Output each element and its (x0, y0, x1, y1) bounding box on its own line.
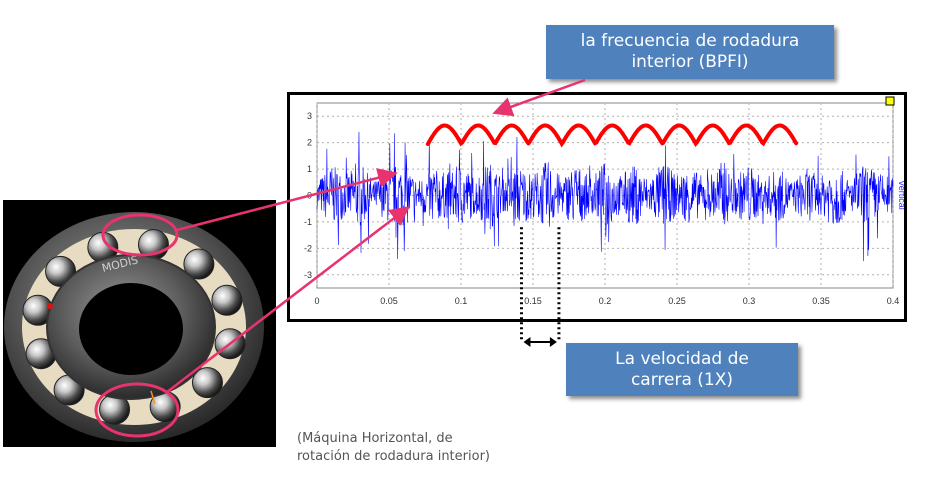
y-tick-label: -2 (304, 243, 312, 253)
y-tick-label: -1 (304, 217, 312, 227)
y-tick-label: -3 (304, 270, 312, 280)
caption: (Máquina Horizontal, de rotación de roda… (297, 430, 490, 466)
rolling-element (214, 328, 246, 360)
x-tick-label: 0.4 (887, 296, 900, 306)
x-tick-label: 0 (314, 296, 319, 306)
callout-bpfi-line2: interior (BPFI) (631, 52, 749, 72)
rolling-element (211, 284, 243, 316)
y-tick-label: 1 (307, 164, 312, 174)
bearing-photo: MODIS (3, 200, 276, 447)
chart-frame: 0 0.05 0.1 0.15 0.2 0.25 0.3 0.35 0.4 3 2 1 0 -1 -2 -3 V… (287, 92, 907, 322)
x-tick-label: 0.25 (668, 296, 686, 306)
x-tick-label: 0.15 (524, 296, 542, 306)
speed-arrowhead-right (549, 337, 557, 347)
callout-speed-line2: carrera (1X) (630, 369, 734, 390)
vibration-chart: 0 0.05 0.1 0.15 0.2 0.25 0.3 0.35 0.4 3 2 1 0 -1 -2 -3 V… (304, 96, 907, 306)
legend-marker (885, 96, 895, 106)
signal-line (316, 131, 894, 262)
series-label: Vertical (897, 180, 904, 210)
x-tick-label: 0.05 (380, 296, 398, 306)
caption-line2: rotación de rodadura interior) (297, 449, 490, 464)
y-tick-label: 3 (307, 111, 312, 121)
x-tick-label: 0.1 (455, 296, 468, 306)
caption-line1: (Máquina Horizontal, de (297, 431, 453, 446)
callout-running-speed: La velocidad de carrera (1X) (566, 343, 798, 396)
callout-bpfi: la frecuencia de rodadura interior (BPFI… (546, 25, 834, 79)
speed-arrowhead-left (523, 337, 531, 347)
x-tick-label: 0.35 (812, 296, 830, 306)
y-tick-label: 2 (307, 138, 312, 148)
x-tick-label: 0.2 (599, 296, 612, 306)
callout-bpfi-line1: la frecuencia de rodadura (580, 31, 800, 51)
bpfi-envelope (425, 123, 799, 148)
x-tick-label: 0.3 (743, 296, 756, 306)
callout-speed-line1: La velocidad de (615, 348, 749, 369)
y-tick-label: 0 (307, 191, 312, 201)
